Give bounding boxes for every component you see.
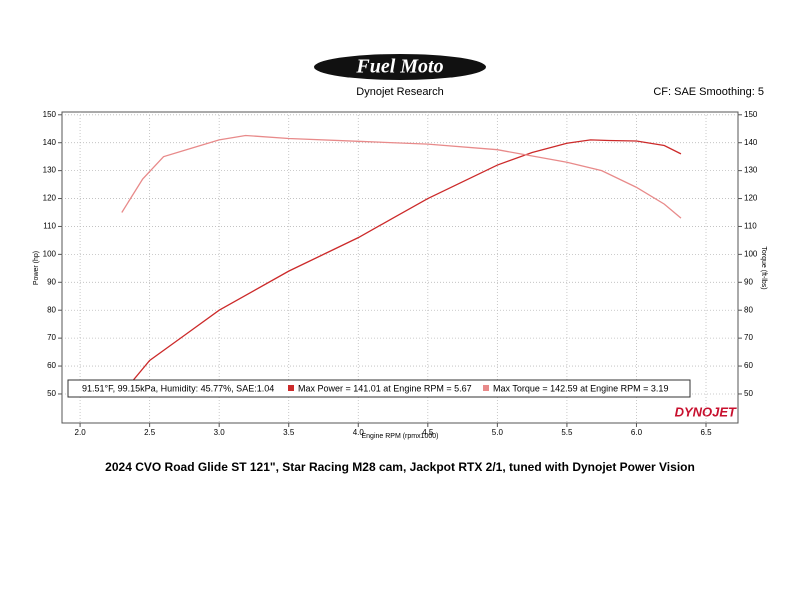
y-tick-label: 100 bbox=[43, 249, 57, 258]
y-tick-label: 50 bbox=[47, 389, 56, 398]
x-tick-label: 5.0 bbox=[492, 428, 504, 437]
legend-box bbox=[67, 379, 691, 398]
y-tick-label: 90 bbox=[47, 277, 56, 286]
brand-logo: DYNOJET bbox=[675, 404, 737, 419]
y2-tick-label: 120 bbox=[744, 194, 758, 203]
x-tick-label: 4.5 bbox=[422, 428, 434, 437]
y-tick-label: 60 bbox=[47, 361, 56, 370]
series-line bbox=[121, 134, 682, 219]
legend-swatch bbox=[288, 385, 294, 391]
x-tick-label: 3.0 bbox=[214, 428, 226, 437]
legend-conditions: 91.51°F, 99.15kPa, Humidity: 45.77%, SAE… bbox=[82, 383, 274, 393]
y2-tick-label: 140 bbox=[744, 138, 758, 147]
y2-tick-label: 130 bbox=[744, 166, 758, 175]
y2-tick-label: 70 bbox=[744, 333, 753, 342]
y2-tick-label: 150 bbox=[744, 110, 758, 119]
x-tick-label: 4.0 bbox=[353, 428, 365, 437]
plot-area bbox=[61, 111, 739, 424]
series-line bbox=[128, 139, 682, 387]
y-tick-label: 140 bbox=[43, 138, 57, 147]
y-tick-label: 80 bbox=[47, 305, 56, 314]
y2-axis-label: Torque (ft-lbs) bbox=[760, 246, 767, 289]
legend-swatch bbox=[483, 385, 489, 391]
y-tick-label: 70 bbox=[47, 333, 56, 342]
y2-tick-label: 80 bbox=[744, 305, 753, 314]
y-axis-label: Power (hp) bbox=[33, 251, 40, 285]
settings-text: CF: SAE Smoothing: 5 bbox=[653, 86, 764, 98]
y2-tick-label: 90 bbox=[744, 277, 753, 286]
y-tick-label: 120 bbox=[43, 194, 57, 203]
plot-layer: 50 60 70 80 90 100 110 120 130 140 150 50 60 70 80 90 10… bbox=[43, 110, 758, 437]
legend-entry: Max Power = 141.01 at Engine RPM = 5.67 bbox=[298, 383, 472, 393]
y2-tick-label: 50 bbox=[744, 389, 753, 398]
y-tick-label: 130 bbox=[43, 166, 57, 175]
chart-title: Dynojet Research bbox=[356, 86, 443, 98]
x-axis-label: Engine RPM (rpmx1000) bbox=[361, 433, 438, 440]
y2-tick-label: 60 bbox=[744, 361, 753, 370]
y2-tick-label: 100 bbox=[744, 249, 758, 258]
x-tick-label: 2.5 bbox=[144, 428, 156, 437]
y2-tick-label: 110 bbox=[744, 222, 757, 231]
logo: Fuel Moto bbox=[355, 56, 443, 78]
x-tick-label: 6.0 bbox=[631, 428, 643, 437]
y-tick-label: 110 bbox=[43, 222, 56, 231]
logo-badge bbox=[314, 54, 486, 80]
caption: 2024 CVO Road Glide ST 121", Star Racing… bbox=[105, 460, 695, 474]
y-tick-label: 150 bbox=[43, 110, 57, 119]
x-tick-label: 2.0 bbox=[75, 428, 87, 437]
legend-entry: Max Torque = 142.59 at Engine RPM = 3.19 bbox=[493, 383, 668, 393]
x-tick-label: 3.5 bbox=[283, 428, 295, 437]
x-tick-label: 5.5 bbox=[561, 428, 573, 437]
x-tick-label: 6.5 bbox=[700, 428, 712, 437]
